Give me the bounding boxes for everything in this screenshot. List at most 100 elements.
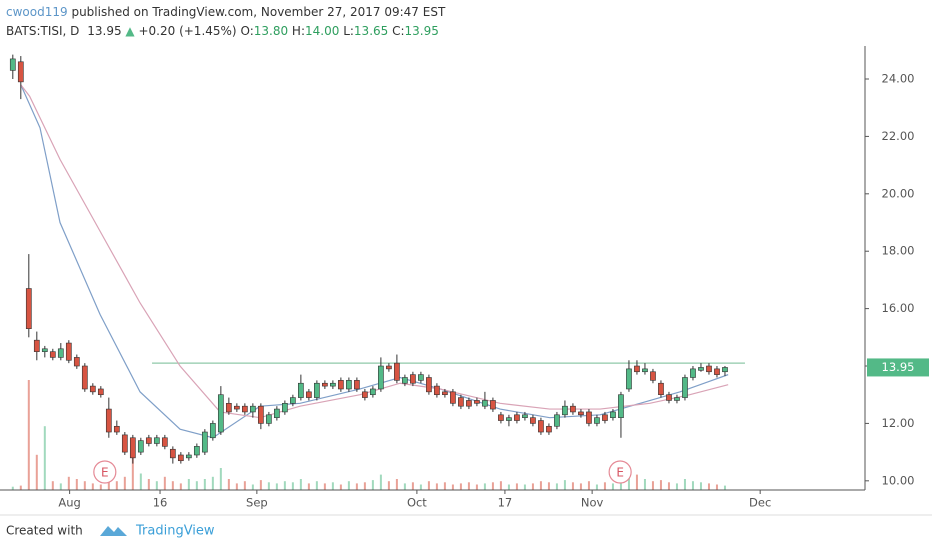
- candle-body: [266, 414, 272, 424]
- candle-body: [458, 397, 464, 407]
- candle-body: [626, 368, 632, 390]
- high: 14.00: [305, 24, 339, 38]
- volume-bar: [363, 482, 366, 490]
- volume-bar: [371, 480, 374, 490]
- candle-body: [394, 362, 400, 381]
- volume-bar: [579, 483, 582, 490]
- volume-bar: [171, 481, 174, 490]
- volume-bar: [523, 484, 526, 490]
- volume-bar: [635, 474, 638, 490]
- volume-bar: [203, 479, 206, 490]
- candle-body: [145, 437, 152, 444]
- volume-bar: [147, 479, 150, 490]
- candle-body: [562, 405, 568, 416]
- candle-body: [209, 423, 216, 439]
- volume-bar: [595, 484, 598, 490]
- volume-bar: [331, 482, 334, 490]
- candle-body: [177, 454, 184, 462]
- candle-body: [434, 385, 440, 396]
- last-price-label: 13.95: [882, 360, 915, 374]
- volume-bar: [427, 481, 430, 490]
- volume-bar: [275, 483, 278, 490]
- candle-body: [514, 414, 520, 421]
- volume-bar: [123, 476, 126, 490]
- close: 13.95: [405, 24, 439, 38]
- volume-bar: [699, 482, 702, 490]
- candle-body: [314, 382, 320, 398]
- candle-body: [330, 382, 336, 387]
- volume-bar: [531, 483, 534, 490]
- volume-bar: [547, 482, 550, 490]
- volume-bar: [179, 483, 182, 490]
- volume-bar: [539, 481, 542, 490]
- candle-body: [225, 403, 232, 413]
- candle-body: [137, 440, 144, 453]
- volume-bar: [267, 482, 270, 490]
- symbol-line: BATS:TISI, D 13.95 ▲ +0.20 (+1.45%) O:13…: [6, 24, 439, 38]
- candle-body: [642, 368, 648, 373]
- candle-body: [578, 411, 584, 416]
- moving-average: [20, 84, 729, 419]
- candle-body: [73, 357, 80, 367]
- volume-bar: [35, 454, 38, 490]
- candle-body: [690, 368, 696, 378]
- volume-bar: [155, 481, 158, 490]
- volume-bar: [219, 468, 222, 490]
- volume-bar: [563, 480, 566, 490]
- volume-bar: [283, 481, 286, 490]
- close-label: C:: [392, 24, 404, 38]
- y-tick-label: 12.00: [882, 416, 915, 430]
- volume-bar: [11, 486, 14, 490]
- last-price-box: [867, 358, 929, 377]
- volume-bar: [475, 484, 478, 490]
- volume-bar: [491, 482, 494, 490]
- candle-body: [49, 351, 56, 358]
- volume-bar: [67, 476, 70, 490]
- candle-body: [370, 388, 376, 396]
- volume-bar: [683, 479, 686, 490]
- candle-body: [498, 414, 504, 421]
- volume-bar: [403, 483, 406, 490]
- candle-body: [290, 397, 296, 404]
- x-tick-label: Aug: [58, 496, 80, 510]
- volume-bar: [291, 482, 294, 490]
- x-tick-label: Oct: [407, 496, 427, 510]
- candle-body: [9, 58, 16, 71]
- volume-bar: [259, 480, 262, 490]
- candle-body: [474, 400, 480, 404]
- volume-bar: [467, 482, 470, 490]
- candle-body: [482, 400, 488, 407]
- y-tick-label: 22.00: [882, 129, 915, 143]
- candle-body: [706, 365, 712, 373]
- footer-brand: TradingView: [135, 524, 215, 539]
- published: published on TradingView.com, November 2…: [71, 5, 446, 19]
- open: 13.80: [254, 24, 288, 38]
- candle-body: [538, 420, 544, 433]
- candle-body: [33, 339, 40, 352]
- candle-body: [610, 411, 616, 418]
- volume-bar: [611, 483, 614, 490]
- volume-bar: [555, 483, 558, 490]
- volume-bar: [603, 482, 606, 490]
- volume-bar: [91, 483, 94, 490]
- candle-body: [233, 405, 240, 410]
- earnings-marker: [608, 460, 632, 484]
- candle-body: [386, 365, 392, 370]
- volume-bar: [323, 483, 326, 490]
- volume-bar: [187, 479, 190, 490]
- earnings-label: E: [101, 466, 109, 480]
- volume-bar: [227, 479, 230, 490]
- candle-body: [241, 405, 248, 413]
- volume-bar: [59, 483, 62, 490]
- open-label: O:: [240, 24, 253, 38]
- low-label: L:: [343, 24, 354, 38]
- candle-body: [594, 417, 600, 424]
- low: 13.65: [354, 24, 388, 38]
- volume-bar: [379, 474, 382, 490]
- volume-bar: [347, 481, 350, 490]
- volume-bar: [99, 484, 102, 490]
- candle-body: [666, 394, 672, 401]
- candle-body: [97, 388, 104, 396]
- arrow: ▲: [125, 24, 135, 38]
